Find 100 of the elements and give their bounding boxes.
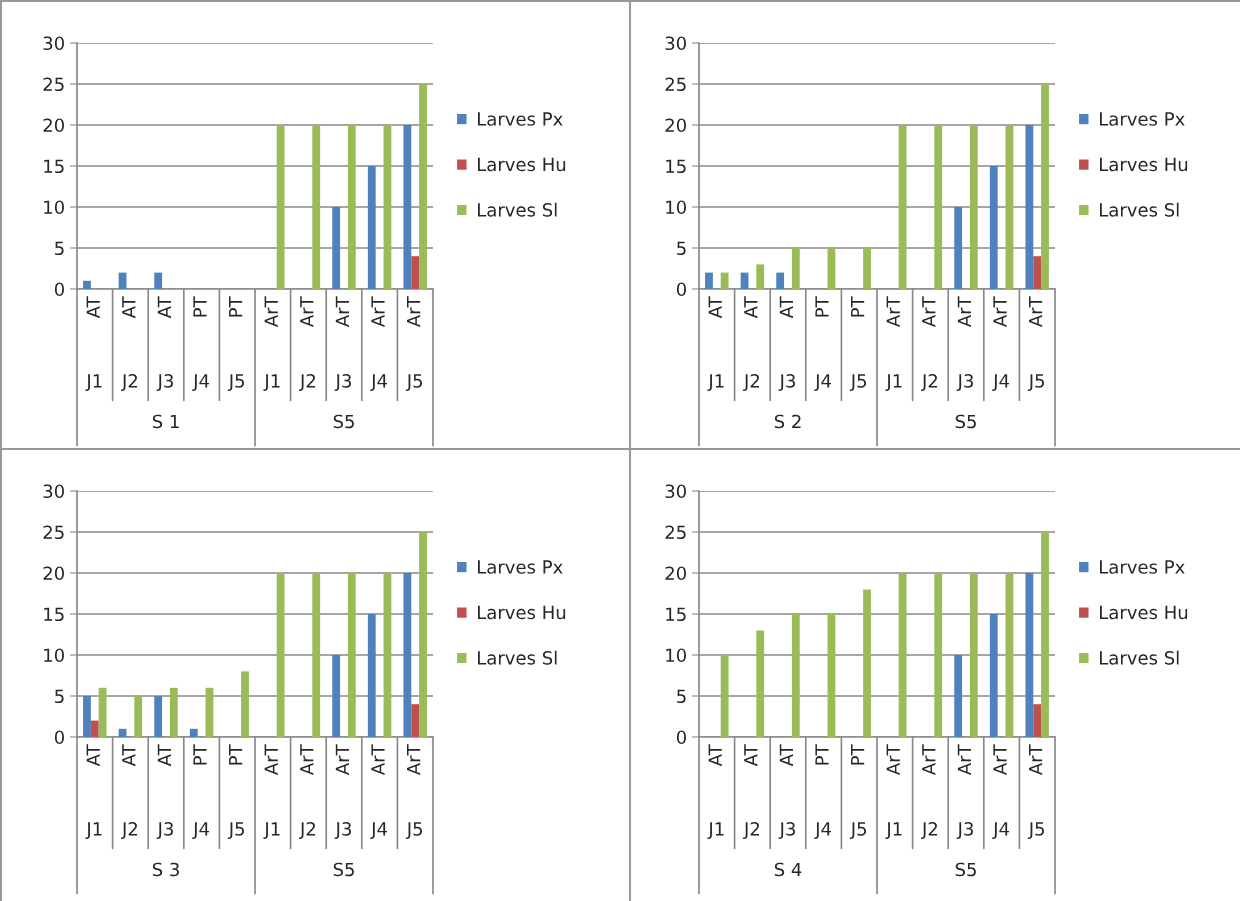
- y-tick-label: 25: [665, 525, 686, 540]
- y-tick-label: 20: [665, 566, 686, 581]
- legend-label: Larves Px: [1100, 112, 1185, 126]
- x-tick-label: ArT: [957, 296, 971, 328]
- bar: [863, 248, 871, 289]
- bar: [1025, 573, 1034, 737]
- bar: [347, 125, 356, 289]
- text: J1: [263, 822, 280, 840]
- text: J5: [227, 822, 245, 840]
- y-tick-label: 30: [43, 484, 64, 499]
- legend-label: Larves Px: [478, 112, 563, 126]
- text: S 2: [774, 414, 801, 429]
- y-tick-label: 10: [44, 200, 64, 215]
- text: J3: [156, 374, 173, 392]
- bar: [1033, 256, 1042, 289]
- bar: [134, 696, 143, 737]
- bar: [419, 532, 427, 737]
- text: J2: [121, 374, 137, 392]
- legend-label: Larves Px: [478, 560, 563, 574]
- x-tick-label: PT: [193, 744, 207, 765]
- text: S5: [333, 414, 354, 429]
- text: S 4: [774, 862, 802, 877]
- text: S5: [955, 862, 976, 877]
- text: J3: [778, 822, 795, 840]
- y-tick-label: 0: [676, 730, 686, 745]
- x-tick-label: ArT: [264, 296, 278, 328]
- text: J3: [778, 374, 795, 392]
- legend-label: Larves Px: [1100, 560, 1185, 574]
- text: J1: [885, 822, 902, 840]
- x-tick-label: ArT: [993, 744, 1007, 776]
- text: J1: [85, 822, 102, 840]
- y-tick-label: 20: [665, 118, 686, 133]
- bar: [154, 272, 163, 289]
- bar: [954, 655, 963, 737]
- text: J5: [849, 822, 867, 840]
- x-tick-label: PT: [193, 296, 207, 317]
- text: J1: [707, 822, 724, 840]
- x-tick-label: PT: [815, 744, 829, 765]
- text: J5: [1027, 374, 1045, 392]
- text: J2: [921, 374, 937, 392]
- bar: [705, 272, 713, 289]
- text: J2: [299, 374, 315, 392]
- x-tick-label: PT: [815, 296, 829, 317]
- bar: [791, 614, 800, 737]
- x-tick-label: AT: [122, 744, 136, 767]
- bar: [312, 125, 321, 289]
- x-tick-label: ArT: [922, 296, 936, 328]
- bar: [83, 280, 91, 289]
- bar: [1041, 532, 1049, 737]
- y-tick-label: 30: [665, 484, 686, 499]
- bar: [347, 573, 356, 737]
- bar: [969, 125, 978, 289]
- bar: [411, 704, 420, 737]
- bar: [934, 573, 943, 737]
- bar: [169, 687, 178, 737]
- x-tick-label: ArT: [407, 744, 421, 776]
- y-tick-label: 5: [677, 241, 686, 256]
- y-tick-label: 20: [43, 566, 64, 581]
- x-tick-label: ArT: [993, 296, 1007, 328]
- bar: [189, 728, 198, 737]
- text: J2: [743, 822, 759, 840]
- x-tick-label: AT: [779, 296, 793, 319]
- bar: [954, 207, 963, 289]
- text: J1: [885, 374, 902, 392]
- y-tick-label: 15: [44, 607, 64, 622]
- y-tick-label: 0: [54, 282, 64, 297]
- bar: [1041, 84, 1049, 289]
- x-tick-label: ArT: [922, 744, 936, 776]
- x-tick-label: PT: [851, 296, 865, 317]
- text: J4: [992, 374, 1009, 392]
- legend-label: Larves Hu: [1100, 157, 1188, 172]
- bar: [276, 125, 285, 289]
- x-tick-label: AT: [157, 744, 171, 767]
- legend-label: Larves Hu: [478, 157, 566, 172]
- y-tick-label: 30: [43, 36, 64, 51]
- bar: [332, 655, 341, 737]
- bar: [154, 696, 163, 737]
- text: J3: [956, 822, 973, 840]
- bar: [989, 614, 998, 737]
- legend-label: Larves Sl: [1100, 650, 1179, 665]
- legend-label: Larves Sl: [478, 202, 557, 217]
- text: J2: [121, 822, 137, 840]
- legend-label: Larves Hu: [478, 605, 566, 620]
- text: J3: [334, 822, 351, 840]
- x-tick-label: ArT: [300, 296, 314, 328]
- y-tick-label: 0: [676, 282, 686, 297]
- text: S 1: [152, 414, 179, 429]
- y-tick-label: 5: [55, 689, 64, 704]
- y-tick-label: 10: [44, 648, 64, 663]
- text: J4: [370, 822, 387, 840]
- x-tick-label: AT: [86, 296, 100, 319]
- x-tick-label: AT: [122, 296, 136, 319]
- bar: [98, 687, 107, 737]
- x-tick-label: PT: [851, 744, 865, 765]
- text: S5: [955, 414, 976, 429]
- x-tick-label: AT: [708, 744, 722, 767]
- y-tick-label: 0: [54, 730, 64, 745]
- text: J1: [263, 374, 280, 392]
- bar: [332, 207, 341, 289]
- bar: [989, 166, 998, 289]
